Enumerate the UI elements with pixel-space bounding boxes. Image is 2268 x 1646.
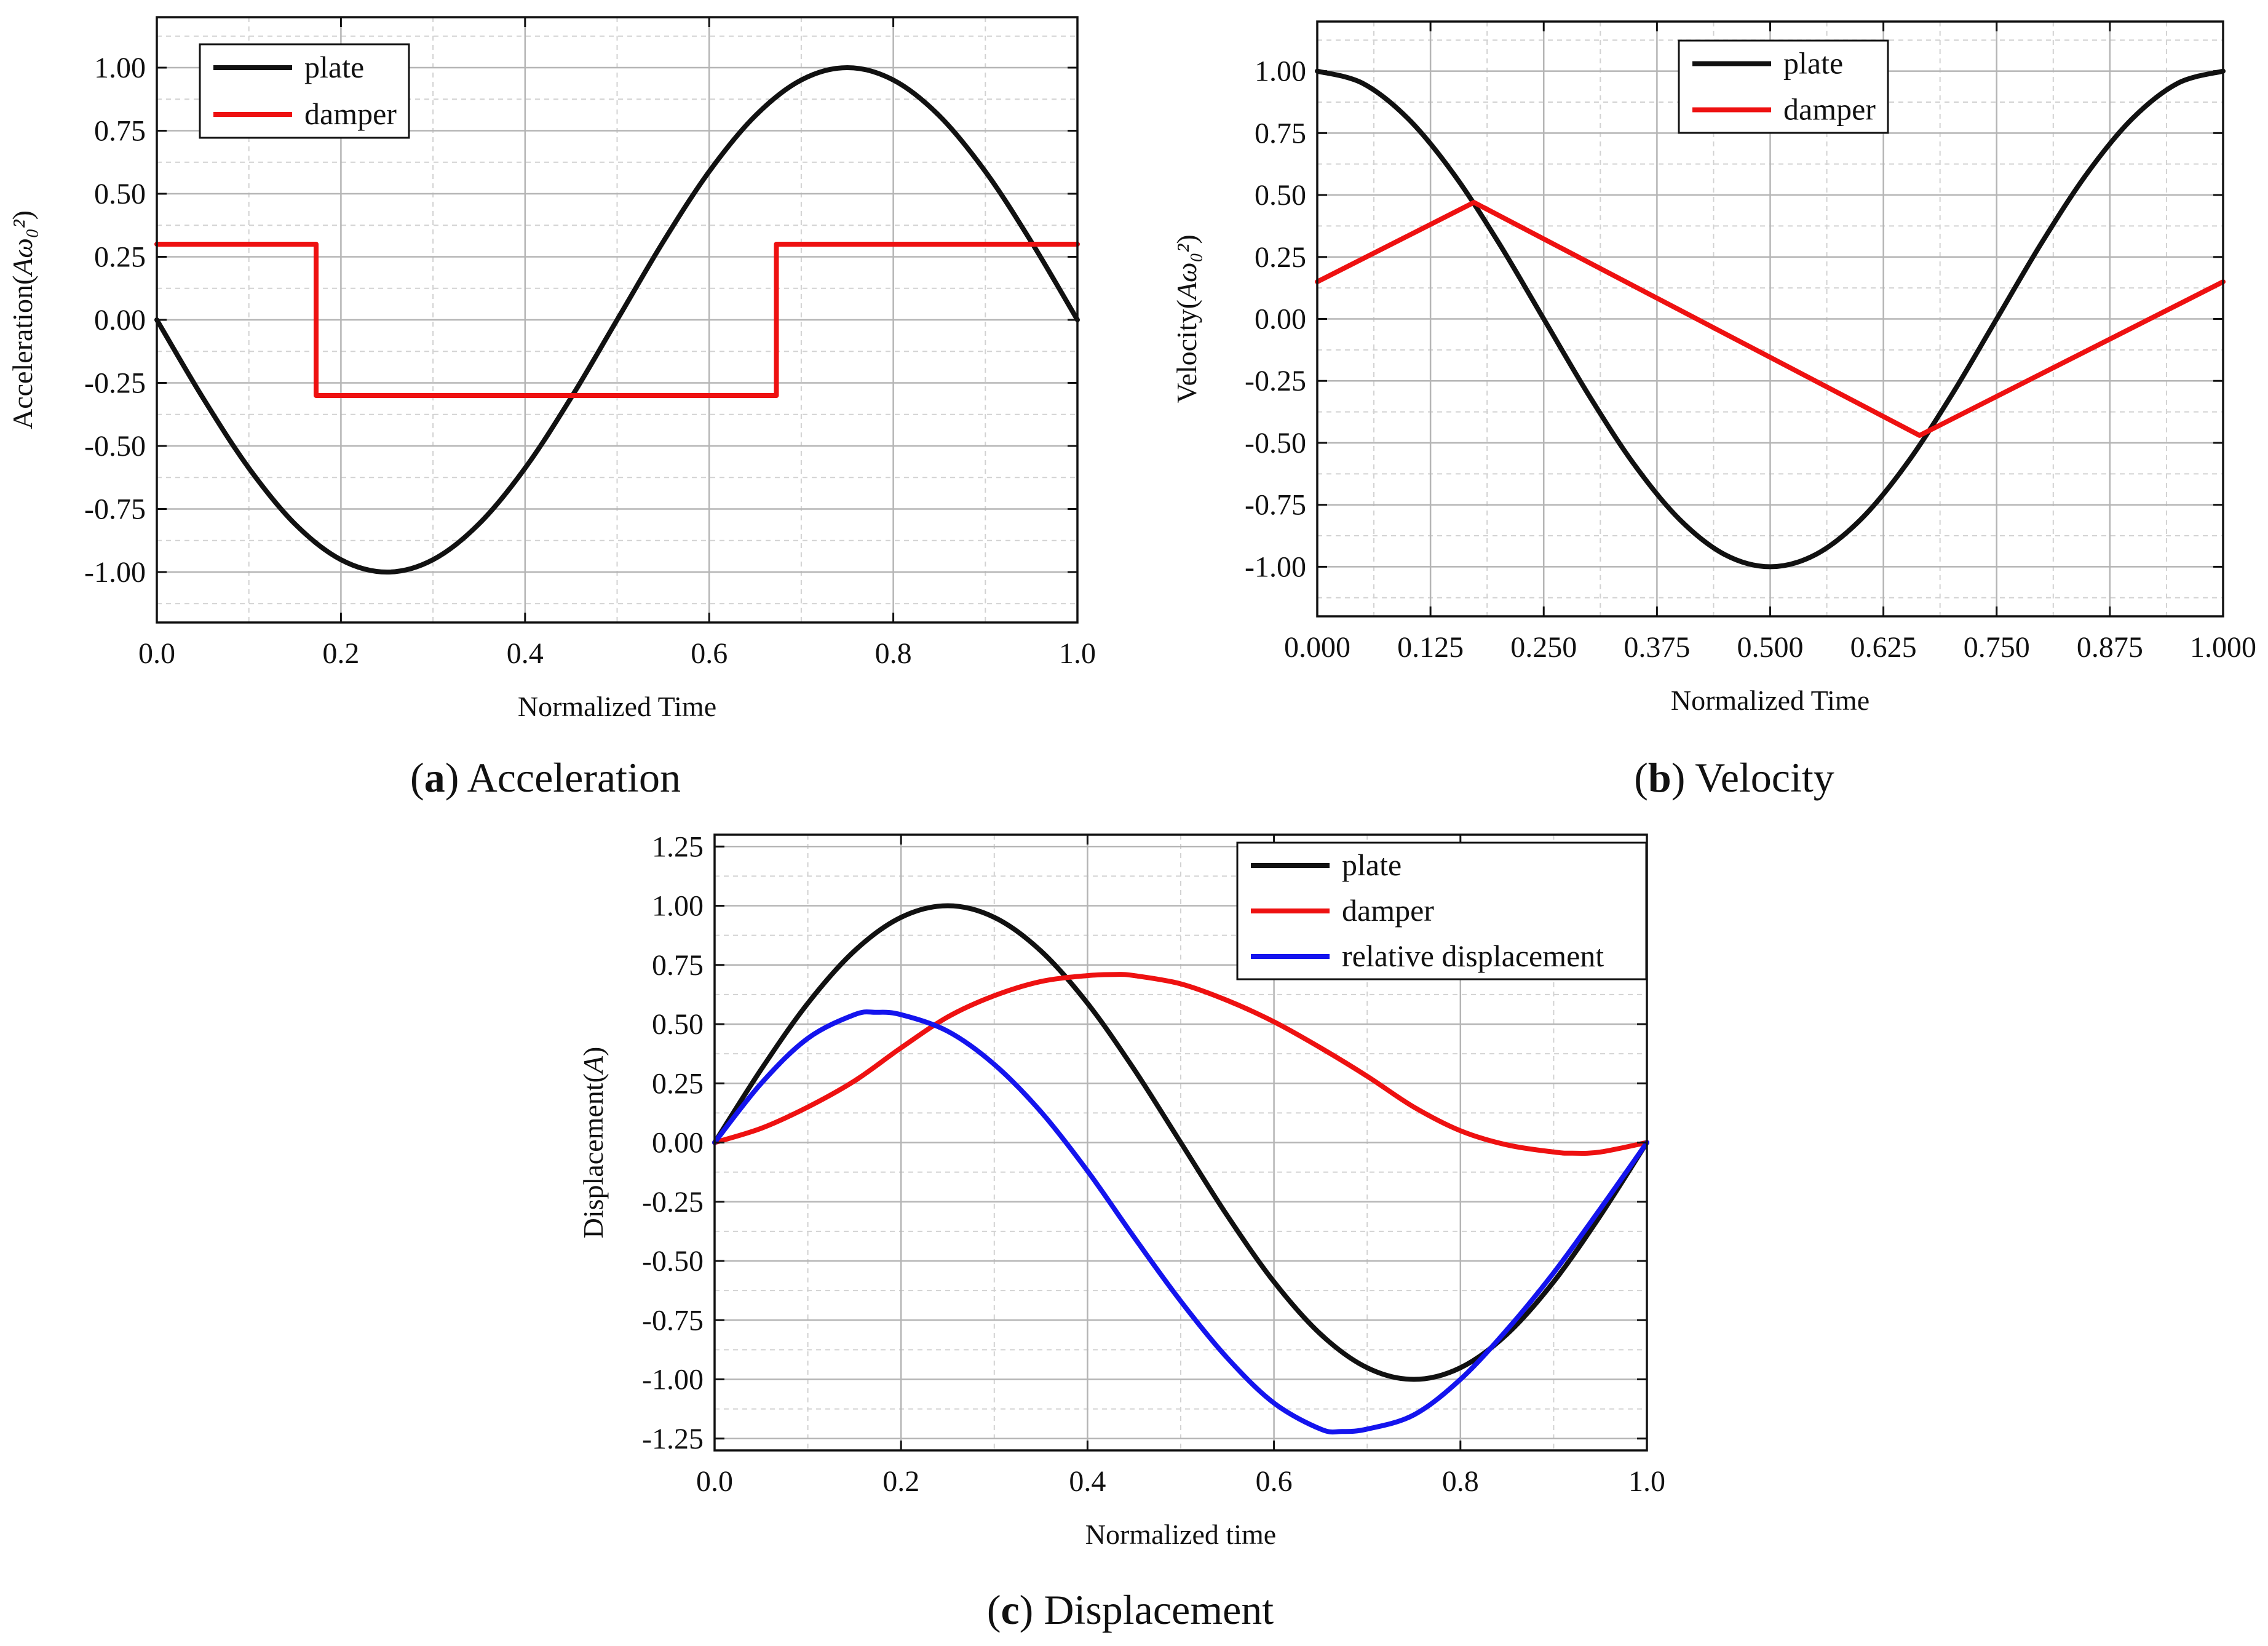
- legend-box: [199, 43, 410, 139]
- y-tick-label: 0.00: [1255, 303, 1306, 336]
- legend-label: plate: [304, 50, 364, 84]
- legend-label: plate: [1783, 46, 1843, 81]
- y-tick-label: 1.00: [652, 890, 704, 923]
- x-tick-label: 0.8: [1442, 1465, 1479, 1498]
- panel-displacement: 0.0 0.2 0.4 0.6 0.8 1.0 -1.25-1.00-0.75-0.50-…: [577, 830, 1665, 1550]
- y-tick-label: 0.75: [1255, 117, 1306, 149]
- caption-displacement: (c) Displacement: [987, 1586, 1274, 1633]
- y-tick-label: 0.00: [652, 1127, 704, 1159]
- acceleration-plate-line: [154, 65, 1080, 575]
- x-tick-label: 0.000: [1284, 631, 1350, 664]
- y-tick-label: 0.25: [94, 241, 146, 274]
- x-tick-label: 0.750: [1964, 631, 2030, 664]
- displacement-x-axis-title: Normalized time: [1085, 1519, 1276, 1550]
- y-tick-label: 0.50: [1255, 179, 1306, 212]
- velocity-damper-line: [1315, 200, 2226, 438]
- y-tick-label: -0.50: [1245, 427, 1306, 459]
- caption-acceleration: (a) Acceleration: [410, 754, 681, 801]
- velocity-legend: plate damper: [1678, 39, 1889, 134]
- x-tick-label: 0.875: [2077, 631, 2143, 664]
- y-tick-label: -1.25: [642, 1423, 704, 1455]
- y-tick-label: 0.75: [94, 115, 146, 148]
- acceleration-y-tick-labels: -1.00 -0.75 -0.50 -0.25 0.00 0.25 0.50 0.75 1.00: [84, 52, 146, 589]
- x-tick-label: 0.4: [1069, 1465, 1106, 1498]
- legend-label: damper: [304, 97, 397, 131]
- legend-label: damper: [1783, 92, 1876, 127]
- y-tick-label: 1.00: [1255, 55, 1306, 88]
- x-tick-label: 0.0: [138, 637, 175, 670]
- acceleration-ticks: [156, 17, 1079, 622]
- caption-velocity: (b) Velocity: [1634, 754, 1834, 801]
- x-tick-label: 0.2: [322, 637, 359, 670]
- acceleration-y-axis-title: Acceleration(Aω₀²): [7, 210, 38, 429]
- velocity-y-axis-title: Velocity(Aω₀²): [1171, 234, 1202, 403]
- y-tick-label: -0.75: [642, 1304, 704, 1337]
- velocity-x-axis-title: Normalized Time: [1671, 685, 1870, 716]
- displacement-legend: plate damper relative displacement: [1236, 841, 1647, 980]
- displacement-ticks: [713, 835, 1648, 1450]
- acceleration-x-tick-labels: 0.0 0.2 0.4 0.6 0.8 1.0: [138, 637, 1096, 670]
- acceleration-legend: plate damper: [199, 43, 410, 139]
- displacement-series: [712, 903, 1649, 1435]
- displacement-y-tick-labels: -1.25 -1.00 -0.75 -0.50 -0.25 0.00 0.25 0.50 0.7…: [642, 830, 704, 1455]
- displacement-y-axis-title: Displacement(A): [577, 1047, 609, 1239]
- panel-velocity: 0.000 0.125 0.250 0.375 0.500 0.625 0.750 0.875…: [1171, 20, 2256, 716]
- y-tick-label: 1.00: [94, 52, 146, 84]
- x-tick-label: 1.0: [1059, 637, 1096, 670]
- y-tick-label: 0.25: [652, 1067, 704, 1100]
- displacement-damper-line: [712, 972, 1649, 1156]
- x-tick-label: 0.6: [691, 637, 728, 670]
- y-tick-label: 0.50: [94, 178, 146, 210]
- y-tick-label: -1.00: [84, 556, 146, 589]
- y-tick-label: -0.25: [642, 1186, 704, 1219]
- x-tick-label: 0.125: [1397, 631, 1464, 664]
- displacement-x-tick-labels: 0.0 0.2 0.4 0.6 0.8 1.0: [696, 1465, 1665, 1498]
- y-tick-label: -0.50: [642, 1245, 704, 1278]
- x-tick-label: 0.8: [875, 637, 912, 670]
- y-tick-label: -0.75: [1245, 489, 1306, 522]
- velocity-plate-line: [1315, 68, 2226, 570]
- velocity-series: [1315, 68, 2226, 570]
- y-tick-label: 0.75: [652, 949, 704, 982]
- y-tick-label: -0.25: [1245, 365, 1306, 397]
- y-tick-label: -0.50: [84, 430, 146, 463]
- y-tick-label: -1.00: [642, 1364, 704, 1396]
- x-tick-label: 0.2: [882, 1465, 919, 1498]
- legend-box: [1678, 39, 1889, 134]
- y-tick-label: 0.50: [652, 1008, 704, 1041]
- velocity-x-tick-labels: 0.000 0.125 0.250 0.375 0.500 0.625 0.750 0.875…: [1284, 631, 2256, 664]
- x-tick-label: 0.500: [1737, 631, 1804, 664]
- y-tick-label: -0.25: [84, 367, 146, 400]
- velocity-ticks: [1316, 22, 2224, 616]
- x-tick-label: 1.000: [2190, 631, 2256, 664]
- panel-acceleration: 0.0 0.2 0.4 0.6 0.8 1.0 -1.00 -0.75 -0.50 -0.25 0…: [7, 16, 1096, 722]
- legend-label: plate: [1342, 848, 1402, 882]
- x-tick-label: 0.0: [696, 1465, 733, 1498]
- displacement-plate-line: [712, 903, 1649, 1382]
- y-tick-label: -0.75: [84, 493, 146, 526]
- y-tick-label: 0.25: [1255, 241, 1306, 274]
- displacement-relative-displacement-line: [712, 1009, 1649, 1435]
- legend-label: relative displacement: [1342, 939, 1604, 973]
- x-tick-label: 0.625: [1850, 631, 1917, 664]
- x-tick-label: 1.0: [1628, 1465, 1665, 1498]
- y-tick-label: -1.00: [1245, 551, 1306, 583]
- velocity-y-tick-labels: -1.00 -0.75 -0.50 -0.25 0.00 0.25 0.50 0.75 1.00: [1245, 55, 1306, 584]
- y-tick-label: 1.25: [652, 830, 704, 863]
- y-tick-label: 0.00: [94, 304, 146, 336]
- x-tick-label: 0.4: [507, 637, 544, 670]
- x-tick-label: 0.250: [1510, 631, 1577, 664]
- x-tick-label: 0.6: [1256, 1465, 1293, 1498]
- acceleration-x-axis-title: Normalized Time: [518, 691, 716, 722]
- legend-label: damper: [1342, 893, 1434, 928]
- x-tick-label: 0.375: [1624, 631, 1690, 664]
- acceleration-series: [154, 65, 1080, 575]
- acceleration-damper-line: [154, 242, 1080, 398]
